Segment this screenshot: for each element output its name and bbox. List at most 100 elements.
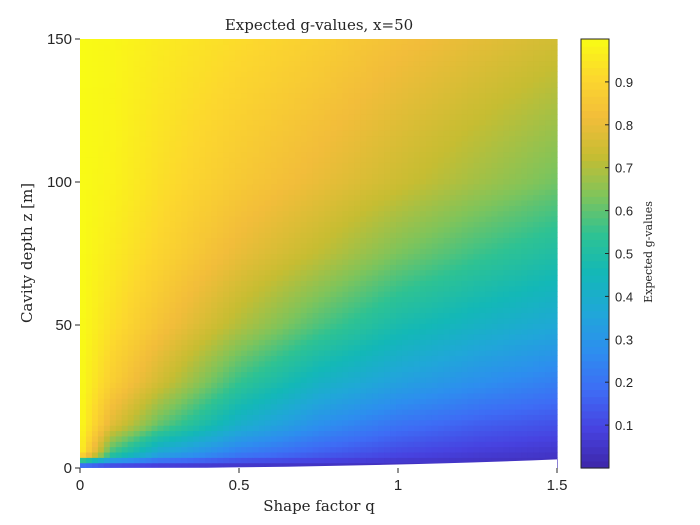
heatmap-cell <box>169 189 176 196</box>
heatmap-cell <box>318 151 326 158</box>
heatmap-cell <box>396 215 403 222</box>
heatmap-cell <box>449 344 457 351</box>
heatmap-cell <box>378 140 385 147</box>
heatmap-cell <box>187 130 194 137</box>
heatmap-cell <box>97 446 105 453</box>
heatmap-cell <box>360 339 367 346</box>
heatmap-cell <box>80 135 87 142</box>
heatmap-cell <box>121 274 129 281</box>
heatmap-cell <box>431 312 439 319</box>
heatmap-cell <box>390 376 397 383</box>
heatmap-cell <box>91 301 99 308</box>
heatmap-cell <box>342 419 349 426</box>
heatmap-cell <box>300 441 308 448</box>
heatmap-cell <box>413 269 421 276</box>
heatmap-cell <box>193 323 200 330</box>
heatmap-cell <box>235 291 242 297</box>
heatmap-cell <box>139 360 147 367</box>
heatmap-cell <box>509 194 516 201</box>
heatmap-cell <box>175 199 182 206</box>
heatmap-cell <box>527 360 534 367</box>
heatmap-cell <box>181 414 188 421</box>
heatmap-cell <box>109 269 117 276</box>
heatmap-cell <box>175 156 182 163</box>
heatmap-cell <box>449 151 457 158</box>
heatmap-cell <box>85 183 93 190</box>
heatmap-cell <box>300 194 308 201</box>
heatmap-cell <box>157 419 165 426</box>
heatmap-cell <box>133 210 141 217</box>
heatmap-cell <box>312 291 320 297</box>
heatmap-cell <box>258 328 266 335</box>
heatmap-cell <box>175 333 182 340</box>
heatmap-cell <box>533 414 540 421</box>
heatmap-cell <box>97 248 105 255</box>
heatmap-cell <box>401 441 409 448</box>
heatmap-cell <box>288 430 296 437</box>
heatmap-cell <box>378 414 385 421</box>
heatmap-cell <box>252 317 260 324</box>
heatmap-cell <box>324 344 332 351</box>
heatmap-cell <box>91 419 99 426</box>
heatmap-cell <box>521 317 528 324</box>
heatmap-cell <box>521 328 528 335</box>
heatmap-cell <box>109 312 117 319</box>
heatmap-cell <box>491 398 498 405</box>
heatmap-cell <box>342 167 349 174</box>
heatmap-cell <box>509 135 516 142</box>
heatmap-cell <box>509 328 516 335</box>
heatmap-cell <box>229 435 236 442</box>
heatmap-cell <box>425 140 433 147</box>
heatmap-cell <box>151 446 159 453</box>
heatmap-cell <box>354 232 361 239</box>
heatmap-cell <box>163 376 171 383</box>
heatmap-cell <box>103 226 111 233</box>
heatmap-cell <box>270 274 278 281</box>
heatmap-cell <box>109 414 117 421</box>
heatmap-cell <box>407 333 415 340</box>
heatmap-cell <box>366 199 373 206</box>
heatmap-cell <box>175 173 182 180</box>
heatmap-cell <box>401 296 409 303</box>
heatmap-cell <box>115 167 123 174</box>
heatmap-cell <box>288 296 296 303</box>
heatmap-cell <box>80 430 87 437</box>
heatmap-cell <box>151 258 159 265</box>
heatmap-cell <box>509 237 516 244</box>
heatmap-cell <box>103 435 111 442</box>
heatmap-cell <box>282 258 290 265</box>
heatmap-cell <box>527 210 534 217</box>
heatmap-cell <box>378 232 385 239</box>
heatmap-cell <box>300 285 308 292</box>
heatmap-cell <box>199 242 206 249</box>
heatmap-cell <box>240 199 248 206</box>
heatmap-cell <box>127 350 135 356</box>
heatmap-cell <box>103 312 111 319</box>
heatmap-cell <box>330 392 337 399</box>
heatmap-cell <box>503 430 510 437</box>
heatmap-cell <box>419 183 427 190</box>
heatmap-cell <box>533 392 540 399</box>
heatmap-cell <box>157 398 165 405</box>
heatmap-cell <box>521 403 528 410</box>
heatmap-cell <box>539 210 546 217</box>
heatmap-cell <box>431 414 439 421</box>
heatmap-cell <box>246 156 254 163</box>
heatmap-cell <box>264 162 272 169</box>
heatmap-cell <box>235 167 242 174</box>
heatmap-cell <box>503 242 510 249</box>
heatmap-cell <box>527 296 534 303</box>
heatmap-cell <box>85 307 93 314</box>
heatmap-cell <box>145 317 153 324</box>
heatmap-cell <box>80 248 87 255</box>
heatmap-cell <box>282 285 290 292</box>
heatmap-cell <box>235 162 242 169</box>
heatmap-cell <box>545 317 552 324</box>
heatmap-cell <box>372 296 379 303</box>
heatmap-cell <box>318 339 326 346</box>
heatmap-cell <box>187 446 194 453</box>
heatmap-cell <box>497 248 504 255</box>
heatmap-cell <box>461 441 469 448</box>
heatmap-cell <box>205 425 212 432</box>
heatmap-cell <box>366 307 373 314</box>
